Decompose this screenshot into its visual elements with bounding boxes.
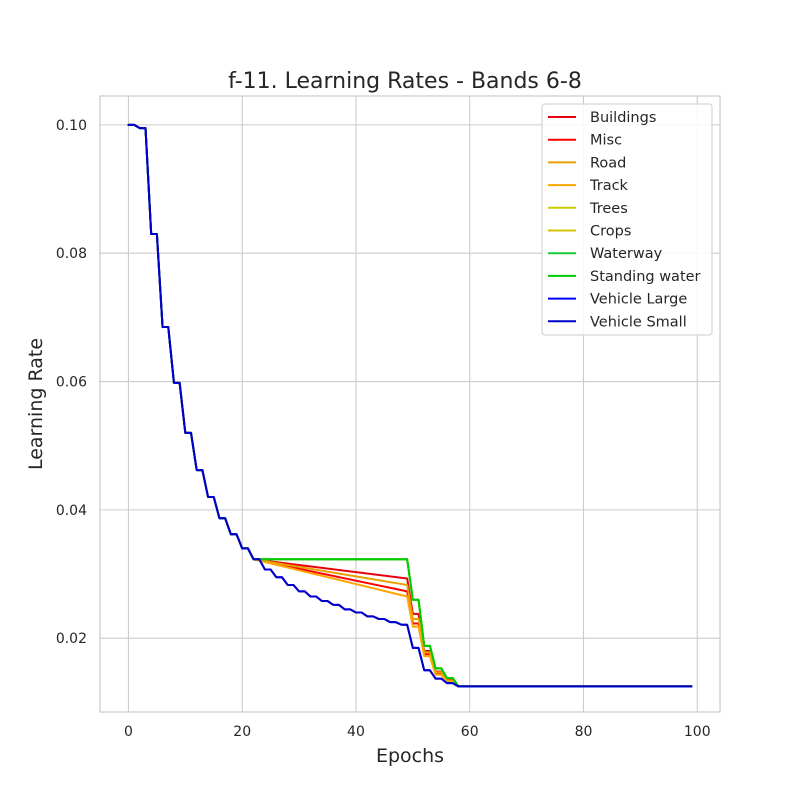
x-tick-label: 60	[461, 724, 479, 740]
legend-label: Standing water	[590, 269, 701, 285]
y-tick-label: 0.02	[56, 631, 87, 647]
x-tick-label: 80	[575, 724, 593, 740]
y-tick-label: 0.10	[56, 118, 87, 134]
plot-frame	[99, 95, 721, 713]
legend-label: Vehicle Large	[590, 292, 687, 308]
series-lines	[127, 123, 693, 688]
legend-label: Vehicle Small	[590, 314, 687, 330]
x-tick-label: 20	[233, 724, 251, 740]
y-axis-label: Learning Rate	[25, 338, 47, 470]
tick-labels: 0 20 40 60 80 100 0.02 0.04 0.06 0.08 0.10	[56, 118, 711, 740]
legend-label: Buildings	[590, 110, 656, 126]
y-tick-label: 0.06	[56, 375, 87, 391]
x-tick-label: 40	[347, 724, 365, 740]
legend-label: Track	[589, 178, 629, 194]
legend-label: Crops	[590, 224, 631, 240]
legend-label: Road	[590, 155, 626, 171]
legend-label: Trees	[589, 201, 628, 217]
y-tick-label: 0.08	[56, 246, 87, 262]
x-tick-label: 100	[684, 724, 711, 740]
legend: Buildings Misc Road Track Trees Crops Waterway…	[541, 103, 713, 336]
legend-label: Waterway	[590, 246, 663, 262]
legend-label: Misc	[590, 133, 622, 149]
x-tick-label: 0	[124, 724, 133, 740]
series-line-vehicle-small	[127, 123, 693, 688]
x-axis-label: Epochs	[376, 745, 444, 767]
y-tick-label: 0.04	[56, 503, 87, 519]
chart-title: f-11. Learning Rates - Bands 6-8	[228, 69, 582, 94]
legend-box	[541, 103, 713, 336]
